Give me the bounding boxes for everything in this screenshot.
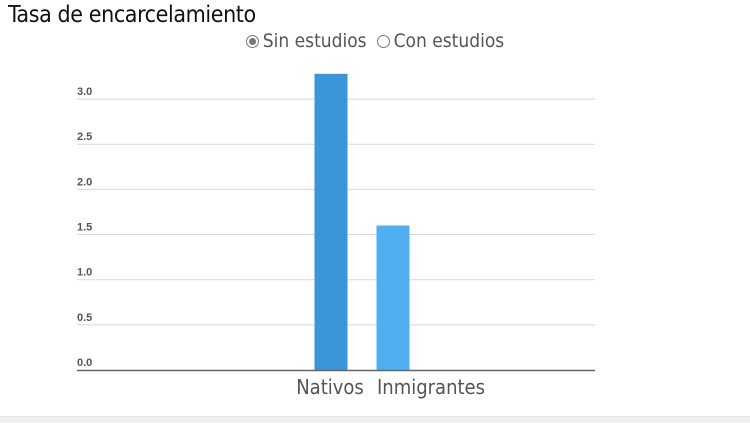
bar-nativos[interactable] xyxy=(314,73,348,370)
y-tick-label: 2.5 xyxy=(77,131,92,143)
y-tick-label: 0.0 xyxy=(77,357,92,369)
chart-title: Tasa de encarcelamiento xyxy=(8,2,256,28)
radio-unselected-icon xyxy=(376,34,390,48)
x-category-label: Inmigrantes xyxy=(377,375,485,399)
y-tick-label: 1.0 xyxy=(77,267,92,279)
x-category-label: Nativos xyxy=(296,375,364,399)
y-tick-label: 0.5 xyxy=(77,312,92,324)
y-tick-label: 2.0 xyxy=(77,176,92,188)
radio-sin-estudios[interactable]: Sin estudios xyxy=(245,30,367,52)
radio-con-estudios[interactable]: Con estudios xyxy=(376,30,505,52)
education-toggle: Sin estudios Con estudios xyxy=(0,30,750,52)
radio-label: Con estudios xyxy=(393,30,505,52)
radio-selected-icon xyxy=(245,34,259,48)
y-tick-label: 1.5 xyxy=(77,222,92,234)
y-tick-label: 3.0 xyxy=(77,86,92,98)
radio-label: Sin estudios xyxy=(262,30,367,52)
bar-inmigrantes[interactable] xyxy=(376,225,410,370)
bottom-divider xyxy=(0,416,750,423)
